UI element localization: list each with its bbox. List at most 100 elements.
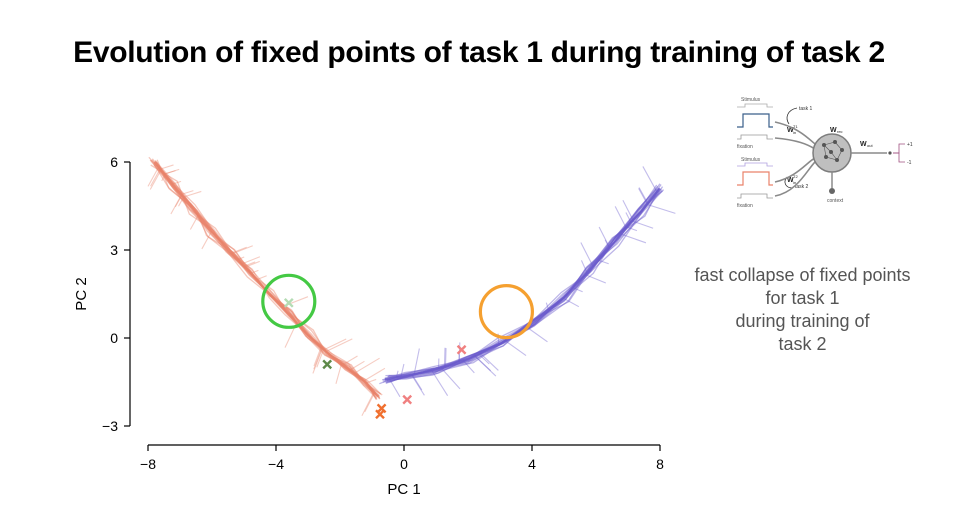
trajectory-2-10 xyxy=(384,190,660,381)
branch-1-19 xyxy=(342,355,358,366)
output-plus-label: +1 xyxy=(907,142,913,148)
branch-2-10 xyxy=(580,242,594,267)
branch-2-5 xyxy=(431,370,449,396)
branch-2-2 xyxy=(474,355,492,372)
input-line-4 xyxy=(774,161,816,197)
branch-1-28 xyxy=(366,378,377,384)
w-in-1-sub: in xyxy=(793,130,796,135)
fixed-point-marker-1 xyxy=(283,297,294,308)
branch-1-10 xyxy=(349,360,365,371)
branch-1-9 xyxy=(364,392,376,413)
branch-1-1 xyxy=(250,269,259,275)
task1-arrow xyxy=(786,107,798,125)
stimulus-trace-2 xyxy=(737,171,773,186)
y-tick-label-1: −3 xyxy=(102,418,118,434)
branch-2-25 xyxy=(638,187,649,204)
branch-2-38 xyxy=(413,348,420,375)
output-minus-label: -1 xyxy=(907,160,912,166)
branch-1-12 xyxy=(150,168,161,187)
recurrent-connections xyxy=(823,141,843,161)
stimulus-trace-2b xyxy=(737,162,773,167)
branch-1-38 xyxy=(241,256,261,265)
branch-2-28 xyxy=(526,326,548,343)
trajectory-1-14 xyxy=(153,162,383,396)
fixed-point-markers xyxy=(283,297,467,420)
branch-2-20 xyxy=(598,226,611,248)
branch-2-32 xyxy=(462,359,475,374)
figure-title: Evolution of fixed points of task 1 duri… xyxy=(73,36,885,69)
w-rec-sub: rec xyxy=(837,129,843,134)
branch-2-16 xyxy=(395,370,399,378)
branch-2-34 xyxy=(562,297,580,308)
branch-1-22 xyxy=(201,231,212,250)
trajectory-1-6 xyxy=(154,161,381,400)
stimulus-trace-1b xyxy=(737,103,773,108)
branch-1-4 xyxy=(312,348,323,374)
branch-1-11 xyxy=(335,363,343,384)
branch-2-8 xyxy=(444,348,447,367)
branch-2-13 xyxy=(411,374,423,391)
branch-1-13 xyxy=(161,174,166,182)
fixed-point-marker-2 xyxy=(322,359,333,370)
branch-2-4 xyxy=(410,374,425,396)
annotation-line-1: fast collapse of fixed points xyxy=(694,265,911,285)
branch-2-29 xyxy=(478,353,490,365)
trajectory-1-4 xyxy=(150,164,378,397)
trajectory-1-16 xyxy=(154,162,375,395)
fixation-label-1: fixation xyxy=(737,144,753,150)
trajectory-1-5 xyxy=(154,159,380,397)
branch-1-14 xyxy=(361,391,375,416)
output-trace-minus xyxy=(893,152,905,163)
trajectory-1-3 xyxy=(153,163,382,395)
branch-1-15 xyxy=(363,367,386,382)
branch-2-23 xyxy=(646,203,676,214)
trajectory-2-17 xyxy=(387,187,660,379)
trajectory-2-3 xyxy=(379,190,659,385)
x-tick-label-1: −8 xyxy=(140,456,156,472)
input-line-3 xyxy=(774,157,816,183)
x-tick-label-4: 4 xyxy=(528,456,536,472)
branch-2-6 xyxy=(632,220,654,229)
branch-1-5 xyxy=(189,215,199,230)
branch-1-34 xyxy=(170,194,182,215)
task2-trajectories xyxy=(379,166,676,398)
y-tick-label-4: 6 xyxy=(110,154,118,170)
y-tick-label-2: 0 xyxy=(110,330,118,346)
w-in-1-label: W xyxy=(787,127,794,134)
branch-2-14 xyxy=(443,347,446,368)
highlight-circle-1 xyxy=(261,273,317,329)
trajectory-2-5 xyxy=(386,184,662,382)
trajectory-2-18 xyxy=(386,188,662,381)
trajectory-2-15 xyxy=(385,190,663,385)
w-in-2-sub: in xyxy=(793,180,796,185)
branch-2-35 xyxy=(621,233,647,244)
y-axis-label: PC 2 xyxy=(73,277,90,310)
w-rec-label: W xyxy=(830,127,837,134)
annotation-line-3: during training of xyxy=(735,311,870,331)
output-node-icon xyxy=(888,151,892,155)
context-node-icon xyxy=(829,188,835,194)
trajectory-2-12 xyxy=(382,189,663,381)
trajectory-1-17 xyxy=(151,159,381,395)
trajectory-1-1 xyxy=(155,160,378,401)
axes: −8 −4 0 4 8 −3 0 3 6 xyxy=(102,154,664,472)
fixation-trace-1 xyxy=(737,134,773,140)
context-label: context xyxy=(827,198,844,204)
branch-1-29 xyxy=(237,256,245,261)
trajectory-1-18 xyxy=(150,159,377,399)
trajectory-1-8 xyxy=(157,166,378,400)
fixation-label-2: fixation xyxy=(737,203,753,209)
trajectory-2-14 xyxy=(385,185,659,377)
branch-2-11 xyxy=(441,367,461,390)
branch-1-35 xyxy=(316,349,325,368)
branch-2-15 xyxy=(614,206,627,229)
trajectory-1-7 xyxy=(155,161,381,400)
branch-1-33 xyxy=(180,190,194,196)
branch-1-2 xyxy=(164,170,176,175)
branch-1-24 xyxy=(256,275,267,281)
x-axis-label: PC 1 xyxy=(387,481,420,498)
branch-1-3 xyxy=(243,261,256,267)
y-tick-label-3: 3 xyxy=(110,242,118,258)
highlight-circles xyxy=(261,273,534,340)
